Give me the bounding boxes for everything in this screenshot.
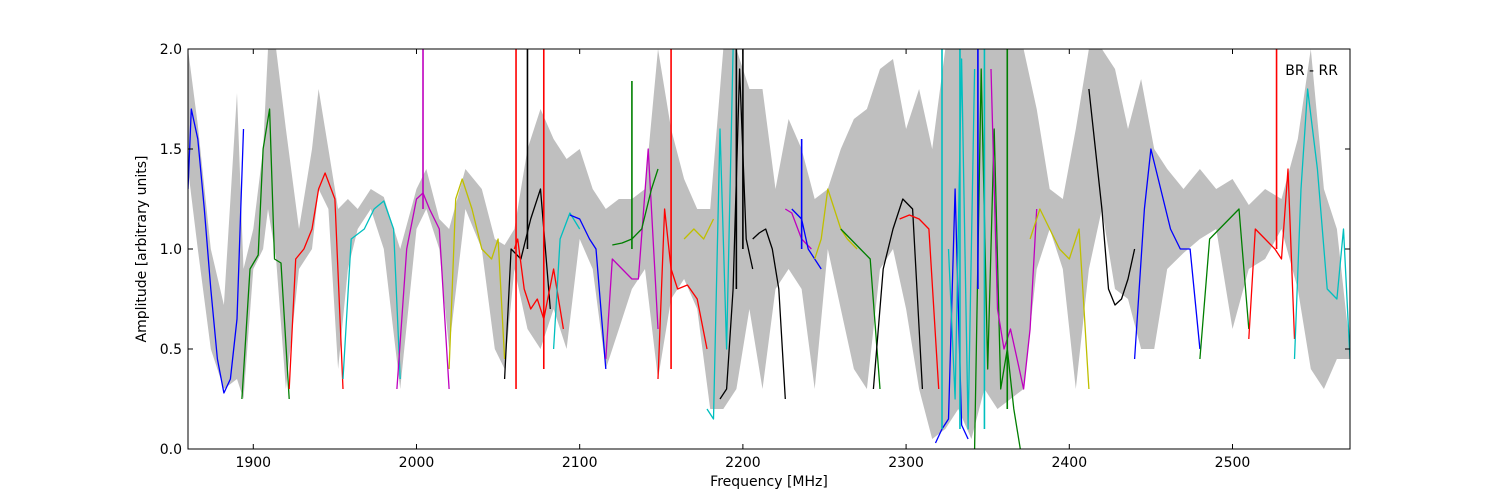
series-line-28 xyxy=(1029,208,1090,390)
spike-group xyxy=(422,49,1278,429)
y-tick-label: 1.0 xyxy=(160,242,182,258)
x-axis-label: Frequency [MHz] xyxy=(710,474,828,490)
x-tick-label: 2000 xyxy=(399,455,435,471)
series-line-14 xyxy=(683,218,715,240)
series-line-22 xyxy=(872,198,924,390)
series-line-24 xyxy=(934,188,969,444)
plot-area xyxy=(188,49,1350,449)
x-axis-ticks: 1900 2000 2100 2200 2300 2400 2500 xyxy=(235,49,1250,471)
y-tick-label: 0.0 xyxy=(160,442,182,458)
series-line-7 xyxy=(503,188,551,380)
series-line-15 xyxy=(706,49,734,420)
series-line-30 xyxy=(1133,148,1201,360)
series-line-32 xyxy=(1248,168,1296,340)
series-line-26 xyxy=(973,68,1021,449)
y-axis-label: Amplitude [arbitrary units] xyxy=(134,156,150,343)
series-line-23 xyxy=(899,214,940,390)
x-tick-label: 2500 xyxy=(1215,455,1251,471)
x-tick-label: 2200 xyxy=(725,455,761,471)
series-line-4 xyxy=(342,200,401,380)
x-tick-label: 2400 xyxy=(1051,455,1087,471)
series-line-20 xyxy=(814,188,858,260)
series-line-1 xyxy=(188,108,245,394)
series-line-29 xyxy=(1088,88,1136,306)
series-line-10 xyxy=(569,214,607,370)
series-line-21 xyxy=(840,228,881,390)
series-line-9 xyxy=(552,212,581,350)
y-tick-label: 2.0 xyxy=(160,42,182,58)
series-group xyxy=(188,49,1350,449)
series-line-11 xyxy=(605,148,659,360)
series-line-12 xyxy=(612,168,659,246)
series-line-6 xyxy=(448,178,506,370)
series-line-2 xyxy=(241,108,290,400)
series-line-19 xyxy=(791,208,822,270)
x-tick-label: 2300 xyxy=(888,455,924,471)
x-tick-label: 1900 xyxy=(235,455,271,471)
gray-envelope-band xyxy=(188,49,1350,439)
series-line-33 xyxy=(1293,88,1350,360)
series-line-17 xyxy=(752,228,786,400)
series-line-3 xyxy=(288,172,344,390)
series-line-31 xyxy=(1199,208,1250,360)
series-line-27 xyxy=(990,68,1038,390)
series-line-13 xyxy=(657,208,708,380)
series-line-8 xyxy=(513,238,565,330)
y-tick-label: 1.5 xyxy=(160,142,182,158)
panel-annotation: BR - RR xyxy=(1285,63,1338,79)
series-line-25 xyxy=(947,58,976,430)
y-tick-label: 0.5 xyxy=(160,342,182,358)
y-axis-ticks: 0.0 0.5 1.0 1.5 2.0 xyxy=(160,42,1350,458)
x-tick-label: 2100 xyxy=(562,455,598,471)
